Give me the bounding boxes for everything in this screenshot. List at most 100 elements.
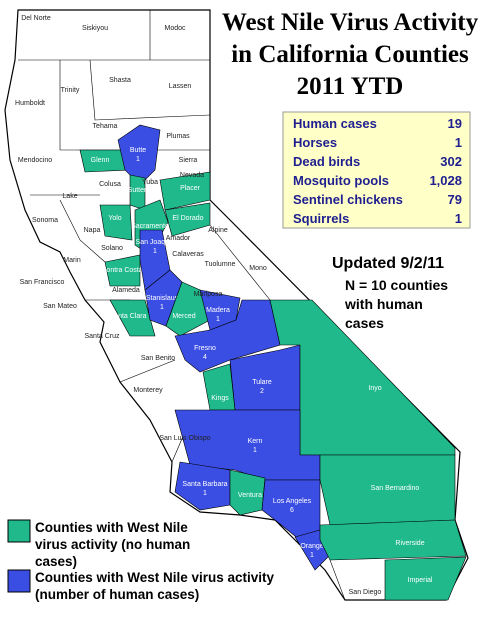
- county-label: Calaveras: [172, 251, 204, 258]
- county-label: Solano: [101, 245, 123, 252]
- stat-value: 1: [455, 135, 462, 150]
- county-label: San Luis Obispo: [159, 435, 210, 442]
- case-count: 4: [203, 354, 207, 361]
- county-area: [164, 202, 211, 237]
- county-area: [117, 124, 161, 186]
- county-label: Sierra: [179, 157, 198, 164]
- note-line: N = 10 counties: [345, 277, 448, 293]
- county-label: Yolo: [108, 215, 121, 222]
- county-label: Alameda: [112, 287, 140, 294]
- updated: Updated 9/2/11: [332, 255, 444, 272]
- county-label: San Mateo: [43, 303, 77, 310]
- county-label: Tuolumne: [205, 261, 236, 268]
- county-label: Mono: [249, 265, 267, 272]
- county-label: Imperial: [408, 577, 433, 584]
- county-label: Madera: [206, 307, 230, 314]
- county-label: Trinity: [61, 87, 80, 94]
- county-area: [174, 461, 231, 511]
- case-count: 1: [153, 248, 157, 255]
- stat-label: Horses: [293, 135, 337, 150]
- county-label: Inyo: [368, 385, 381, 392]
- stat-label: Dead birds: [293, 154, 360, 169]
- county-borders: [18, 10, 346, 601]
- county-label: Shasta: [109, 77, 131, 84]
- county-label: Tulare: [252, 379, 272, 386]
- county-label: Napa: [84, 227, 101, 234]
- legend-label: (number of human cases): [35, 587, 199, 602]
- note-line: cases: [345, 315, 384, 331]
- stat-value: 1,028: [429, 173, 462, 188]
- county-label: Santa Clara: [110, 313, 147, 320]
- county-label: Kern: [248, 438, 263, 445]
- case-count: 1: [253, 447, 257, 454]
- legend-label: virus activity (no human: [35, 537, 190, 552]
- county-area: [229, 469, 266, 516]
- case-count: 1: [216, 316, 220, 323]
- county-label: Alpine: [208, 227, 228, 234]
- note: N = 10 counties with human cases: [344, 277, 448, 331]
- county-label: Ventura: [238, 492, 262, 499]
- county-label: San Benito: [141, 355, 175, 362]
- county-label: Santa Barbara: [182, 481, 227, 488]
- stat-label: Mosquito pools: [293, 173, 389, 188]
- county-label: Santa Cruz: [84, 333, 120, 340]
- county-label: San Bernardino: [371, 485, 420, 492]
- county-area: [319, 519, 467, 561]
- stat-label: Human cases: [293, 116, 377, 131]
- case-count: 1: [160, 304, 164, 311]
- county-label: Plumas: [166, 133, 190, 140]
- county-label: Merced: [172, 313, 195, 320]
- note-line: with human: [344, 296, 423, 312]
- county-label: Nevada: [180, 172, 204, 179]
- title-line: in California Counties: [231, 41, 469, 68]
- case-count: 1: [203, 490, 207, 497]
- county-label: Siskiyou: [82, 25, 108, 32]
- case-count: 6: [290, 507, 294, 514]
- county-label: San Francisco: [20, 279, 65, 286]
- stat-value: 79: [448, 192, 462, 207]
- county-label: Lassen: [169, 83, 192, 90]
- county-label: Mendocino: [18, 157, 52, 164]
- county-area: [104, 254, 141, 287]
- county-label: Lake: [62, 193, 77, 200]
- county-label: Stanislaus: [146, 295, 179, 302]
- title-line: West Nile Virus Activity: [222, 9, 479, 36]
- county-label: Contra Costa: [101, 267, 142, 274]
- county-area: [384, 556, 467, 601]
- case-count: 2: [260, 388, 264, 395]
- legend-label: Counties with West Nile virus activity: [35, 570, 275, 585]
- county-label: Mariposa: [194, 291, 223, 298]
- stats: Human cases 19 Horses 1 Dead birds 302 Mosquit…: [293, 116, 462, 226]
- county-label: Sonoma: [32, 217, 58, 224]
- county-label: Fresno: [194, 345, 216, 352]
- county-label: Amador: [166, 235, 191, 242]
- legend-label: cases): [35, 554, 77, 569]
- county-label: Del Norte: [21, 15, 51, 22]
- county-area: [109, 299, 156, 337]
- legend-swatch: [7, 519, 31, 543]
- county-label: Tehama: [93, 123, 118, 130]
- stat-label: Sentinel chickens: [293, 192, 403, 207]
- stats-box: [282, 111, 471, 229]
- county-label: Butte: [130, 147, 146, 154]
- county-label: Los Angeles: [273, 498, 312, 505]
- county-area: [99, 204, 133, 241]
- county-label: San Joaquin: [136, 239, 175, 246]
- county-label: San Diego: [349, 589, 382, 596]
- county-label: Kings: [211, 395, 229, 402]
- title-line: 2011 YTD: [297, 73, 404, 100]
- stat-value: 302: [440, 154, 462, 169]
- county-label: Colusa: [99, 181, 121, 188]
- legend-swatch: [7, 569, 31, 593]
- county-label: Humboldt: [15, 100, 45, 107]
- county-label: Sacramento: [131, 223, 169, 230]
- county-label: Modoc: [164, 25, 186, 32]
- county-label: Glenn: [91, 157, 110, 164]
- stat-value: 1: [455, 211, 462, 226]
- county-label: Riverside: [395, 540, 424, 547]
- legend: Counties with West Nile virus activity (n…: [7, 519, 275, 602]
- county-label: Orange: [300, 543, 323, 550]
- legend-label: Counties with West Nile: [35, 520, 188, 535]
- stat-label: Squirrels: [293, 211, 349, 226]
